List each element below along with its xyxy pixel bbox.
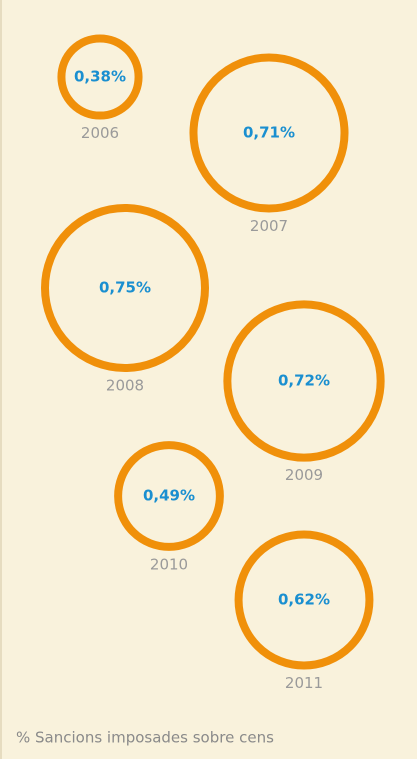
- bubble: [114, 441, 224, 551]
- note: % Sancions imposades sobre cens: [16, 729, 274, 747]
- value-label: 0,49%: [143, 487, 195, 505]
- value-label: 0,75%: [99, 279, 151, 297]
- value-label: 0,71%: [243, 124, 295, 142]
- value-label: 0,72%: [278, 372, 330, 390]
- year-label: 2007: [250, 217, 288, 235]
- bubble: [189, 53, 349, 213]
- value-label: 0,38%: [74, 68, 126, 86]
- bubble: [57, 34, 143, 120]
- year-label: 2009: [285, 466, 323, 484]
- year-label: 2008: [106, 377, 144, 395]
- year-label: 2011: [285, 674, 323, 692]
- year-label: 2006: [81, 124, 119, 142]
- bubble: [223, 300, 385, 462]
- bubble: [234, 530, 374, 670]
- bubble: [41, 204, 209, 372]
- value-label: 0,62%: [278, 591, 330, 609]
- year-label: 2010: [150, 555, 188, 573]
